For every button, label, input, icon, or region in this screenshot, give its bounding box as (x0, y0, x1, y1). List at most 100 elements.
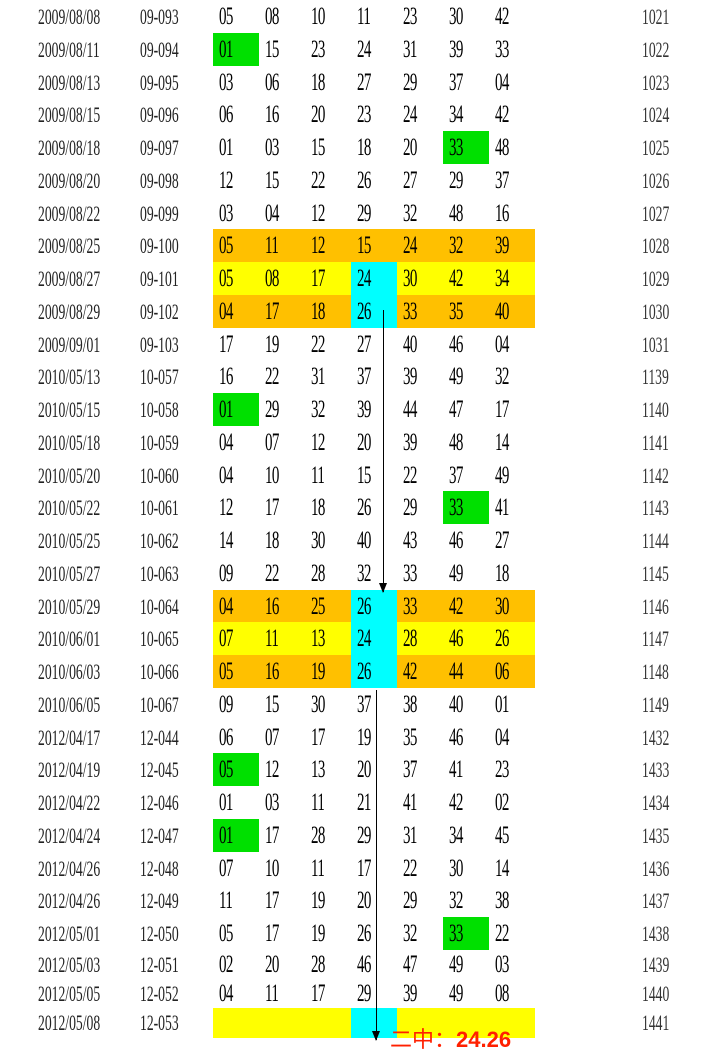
number-cell: 18 (351, 131, 397, 164)
number-cell: 18 (259, 524, 305, 557)
prediction-note: 二中：24.26 (390, 1022, 511, 1054)
number-cell: 22 (259, 360, 305, 393)
number-cell: 19 (351, 721, 397, 754)
number-cell: 26 (489, 622, 535, 655)
number-cell: 02 (489, 786, 535, 819)
number-cell: 09 (213, 557, 259, 590)
number-cell: 11 (259, 229, 305, 262)
number-cell: 22 (305, 164, 351, 197)
number-cell: 17 (259, 819, 305, 852)
draw-issue: 12-050 (140, 917, 202, 950)
number-cell-text: 19 (311, 919, 325, 947)
draw-issue-text: 09-094 (140, 36, 179, 62)
number-cell: 12 (305, 426, 351, 459)
number-cell: 48 (443, 426, 489, 459)
number-cell-text: 49 (449, 362, 463, 390)
number-cell-text: 33 (495, 35, 509, 63)
number-cell-text: 22 (403, 854, 417, 882)
table-row: 2010/06/03 10-066 05 16 19 26 42 44 06 1148 (0, 655, 720, 688)
draw-period: 1149 (642, 688, 685, 721)
draw-period: 1437 (642, 884, 686, 917)
number-cell-text: 17 (311, 980, 325, 1007)
draw-date-text: 2010/05/22 (38, 494, 101, 520)
draw-period: 1432 (642, 721, 686, 754)
number-cell: 32 (443, 884, 489, 917)
draw-date-text: 2010/05/15 (38, 396, 101, 422)
number-cell-text: 26 (357, 919, 371, 947)
number-cell-text: 49 (495, 461, 509, 489)
table-row: 2012/05/01 12-050 05 17 19 26 32 33 22 1438 (0, 917, 720, 950)
number-cell-text: 40 (403, 330, 417, 358)
draw-period-text: 1439 (642, 952, 670, 977)
number-cell-text: 04 (219, 980, 233, 1007)
number-cell-text: 10 (265, 854, 279, 882)
number-cell: 43 (397, 524, 443, 557)
draw-issue-text: 09-103 (140, 331, 179, 357)
draw-period-text: 1029 (642, 265, 670, 291)
number-cell-text: 15 (357, 231, 371, 259)
number-cell-text: 01 (219, 395, 233, 423)
draw-date-text: 2009/08/27 (38, 265, 101, 291)
table-row: 2012/04/24 12-047 01 17 28 29 31 34 45 1435 (0, 819, 720, 852)
draw-period: 1434 (642, 786, 686, 819)
draw-period: 1433 (642, 753, 686, 786)
table-row: 2009/09/01 09-103 17 19 22 27 40 46 04 1031 (0, 328, 720, 361)
number-cell-text: 37 (403, 755, 417, 783)
number-cell-text: 17 (265, 919, 279, 947)
number-cell-text: 05 (219, 2, 233, 30)
number-cell-text: 03 (219, 199, 233, 227)
draw-date-text: 2012/04/19 (38, 756, 101, 782)
number-cell-text: 06 (265, 68, 279, 96)
draw-period-text: 1023 (642, 69, 670, 95)
number-cell: 04 (489, 721, 535, 754)
number-cell: 03 (259, 786, 305, 819)
draw-date: 2010/05/20 (38, 459, 138, 492)
number-cell-text: 22 (311, 166, 325, 194)
draw-period: 1029 (642, 262, 686, 295)
draw-date: 2010/05/27 (38, 557, 138, 590)
draw-issue: 09-095 (140, 66, 202, 99)
number-cell: 24 (351, 262, 397, 295)
number-cell-text: 28 (311, 951, 325, 978)
number-cell-text: 22 (265, 362, 279, 390)
number-cell-text: 06 (495, 657, 509, 685)
draw-date: 2009/08/18 (38, 131, 138, 164)
number-cell: 33 (443, 917, 489, 950)
number-cell-text: 24 (403, 100, 417, 128)
number-cell: 42 (443, 590, 489, 623)
draw-issue: 10-062 (140, 524, 202, 557)
number-cell (489, 1008, 535, 1038)
draw-period: 1023 (642, 66, 686, 99)
number-cell: 46 (351, 950, 397, 980)
draw-date: 2012/04/17 (38, 721, 138, 754)
number-cell: 15 (305, 131, 351, 164)
number-cell-text: 10 (265, 461, 279, 489)
draw-date: 2012/05/08 (38, 1008, 138, 1038)
number-cell-text: 42 (449, 264, 463, 292)
draw-period: 1139 (642, 360, 685, 393)
draw-date-text: 2012/05/05 (38, 981, 101, 1006)
number-cell: 45 (489, 819, 535, 852)
table-row: 2009/08/27 09-101 05 08 17 24 30 42 34 1029 (0, 262, 720, 295)
draw-period-text: 1437 (642, 887, 670, 913)
number-cell-text: 38 (403, 690, 417, 718)
draw-period-text: 1024 (642, 101, 670, 127)
number-cell: 23 (305, 33, 351, 66)
number-cell: 20 (397, 131, 443, 164)
number-cell-text: 44 (449, 657, 463, 685)
number-cell-text: 49 (449, 559, 463, 587)
draw-date: 2012/04/26 (38, 852, 138, 885)
number-cell: 05 (213, 655, 259, 688)
arrow-down-icon (379, 310, 387, 593)
number-cell-text: 42 (495, 2, 509, 30)
number-cell: 08 (259, 0, 305, 33)
draw-period: 1436 (642, 852, 686, 885)
number-cell: 19 (305, 917, 351, 950)
draw-issue-text: 12-047 (140, 822, 179, 848)
number-cell-text: 12 (311, 231, 325, 259)
number-cell: 04 (213, 295, 259, 328)
number-cell: 10 (305, 0, 351, 33)
draw-date: 2009/08/11 (38, 33, 137, 66)
number-cell (397, 1008, 443, 1038)
number-cell: 41 (443, 753, 489, 786)
